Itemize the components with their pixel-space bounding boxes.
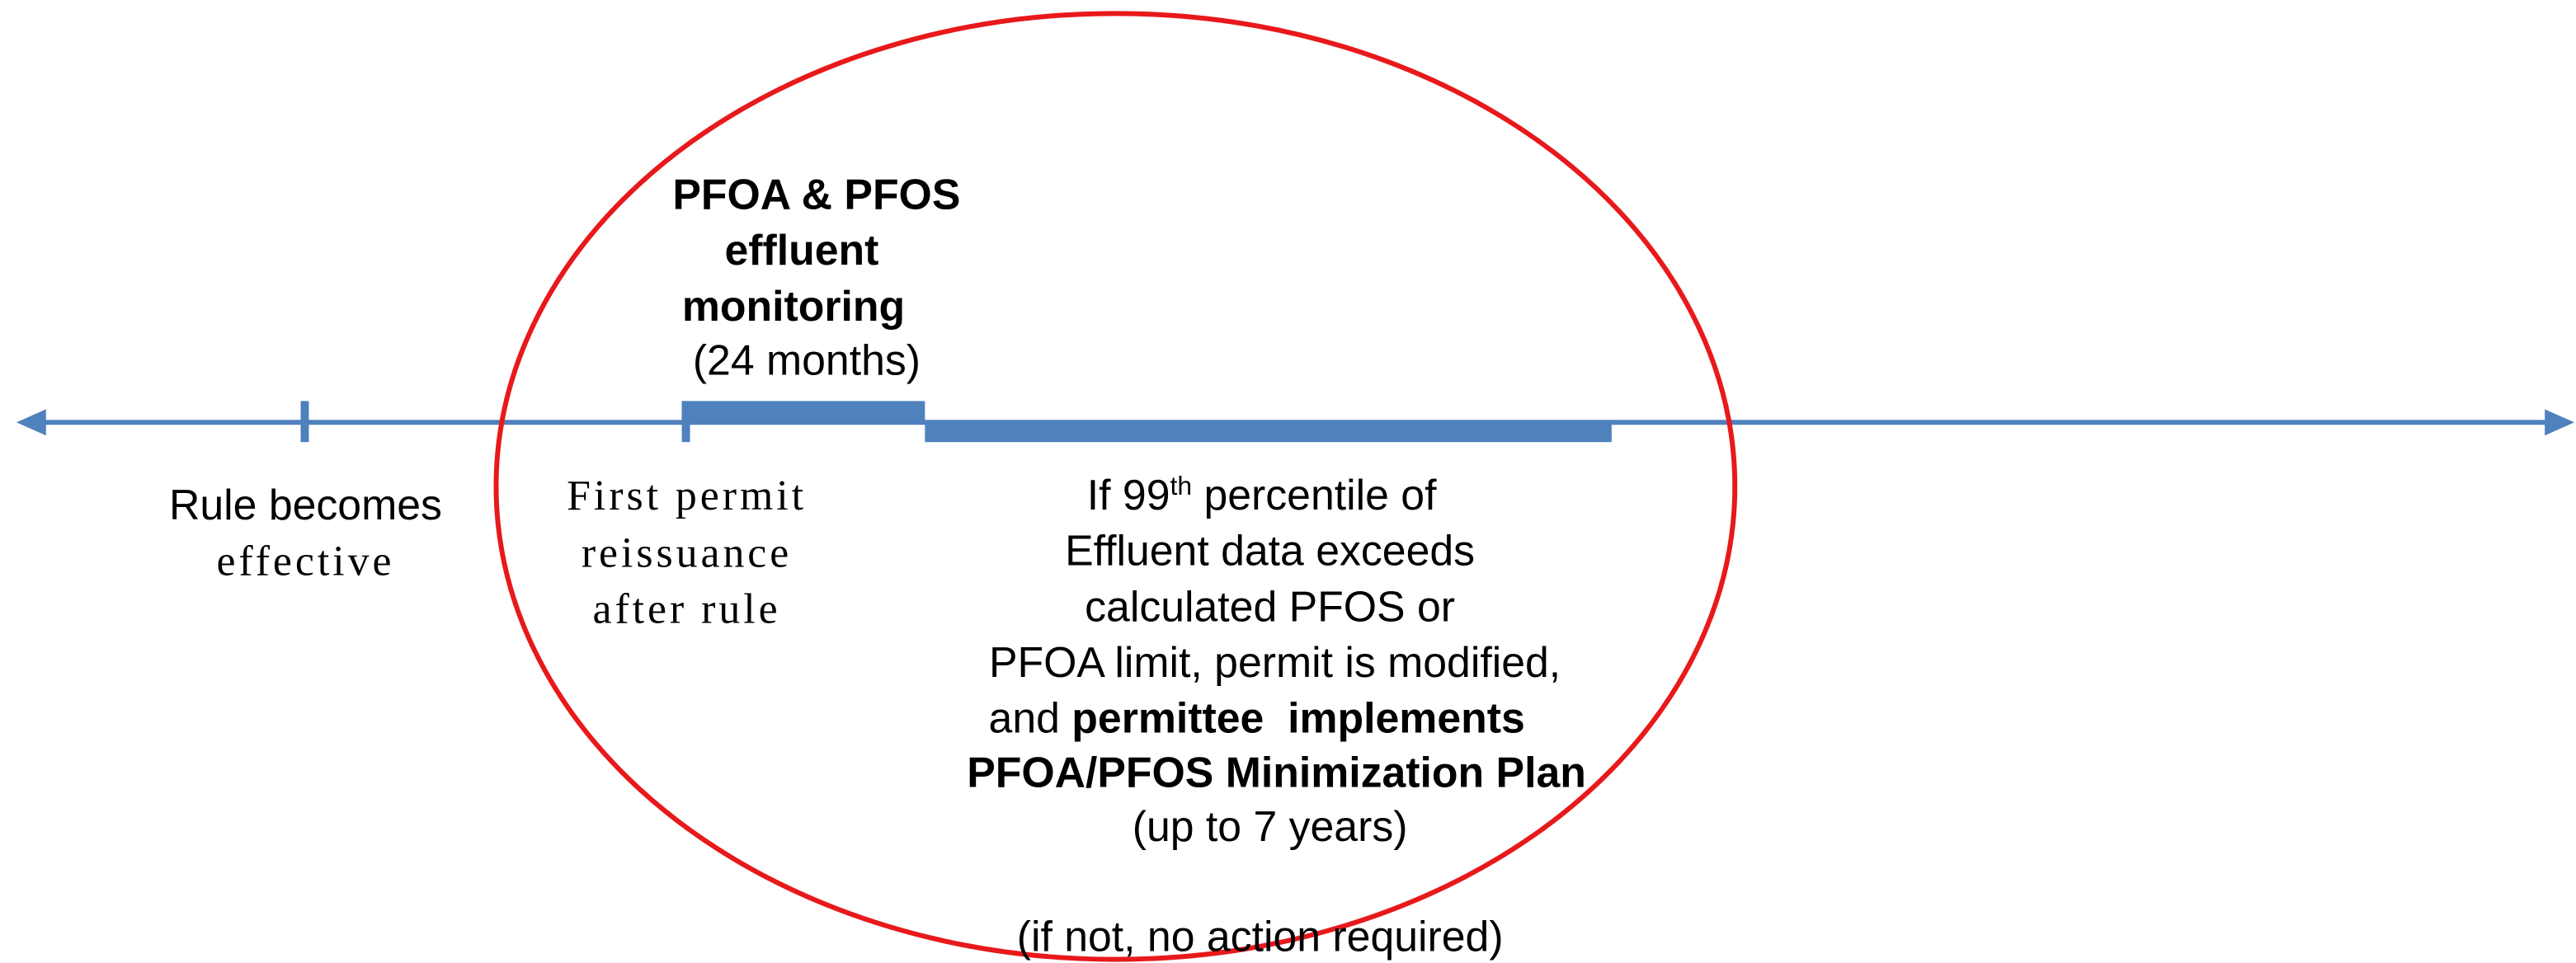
event-label: after rule — [592, 585, 780, 632]
text: and — [989, 694, 1072, 742]
outcome-line: PFOA limit, permit is modified, — [989, 638, 1561, 686]
tick — [300, 401, 309, 443]
plan-bar — [925, 422, 1612, 443]
text: If 99 — [1087, 471, 1170, 519]
outcome-line: If 99th percentile of — [1087, 471, 1437, 519]
outcome-line: (up to 7 years) — [1133, 802, 1408, 850]
superscript: th — [1170, 471, 1193, 500]
monitoring-title: monitoring — [682, 282, 905, 330]
event-label: Rule becomes — [169, 481, 442, 528]
event-label: effective — [216, 538, 394, 585]
arrow-right — [2545, 409, 2575, 436]
monitoring-duration: (24 months) — [693, 336, 921, 384]
outcome-line: Effluent data exceeds — [1065, 527, 1475, 575]
outcome-line: calculated PFOS or — [1085, 582, 1455, 630]
text: percentile of — [1192, 471, 1437, 519]
event-label: reissuance — [582, 530, 792, 577]
monitoring-bar — [681, 401, 925, 423]
outcome-line: PFOA/PFOS Minimization Plan — [967, 748, 1586, 796]
outcome-line: and permittee implements — [989, 694, 1525, 742]
monitoring-title: effluent — [724, 226, 878, 274]
event-label: First permit — [567, 472, 807, 519]
arrow-left — [16, 409, 46, 436]
bold-text: permittee implements — [1071, 694, 1524, 742]
monitoring-title: PFOA & PFOS — [672, 170, 960, 218]
highlight-ellipse — [493, 11, 1738, 962]
outcome-note: (if not, no action required) — [1017, 913, 1504, 961]
